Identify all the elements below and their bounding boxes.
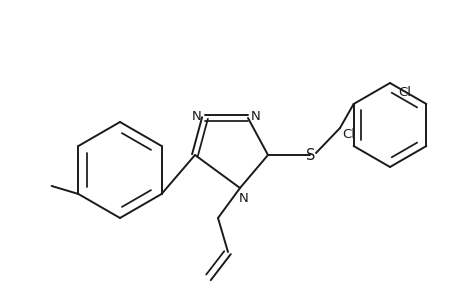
Text: Cl: Cl xyxy=(341,128,354,140)
Text: N: N xyxy=(239,191,248,205)
Text: N: N xyxy=(192,110,202,124)
Text: N: N xyxy=(251,110,260,124)
Text: S: S xyxy=(306,148,315,163)
Text: Cl: Cl xyxy=(397,86,411,100)
